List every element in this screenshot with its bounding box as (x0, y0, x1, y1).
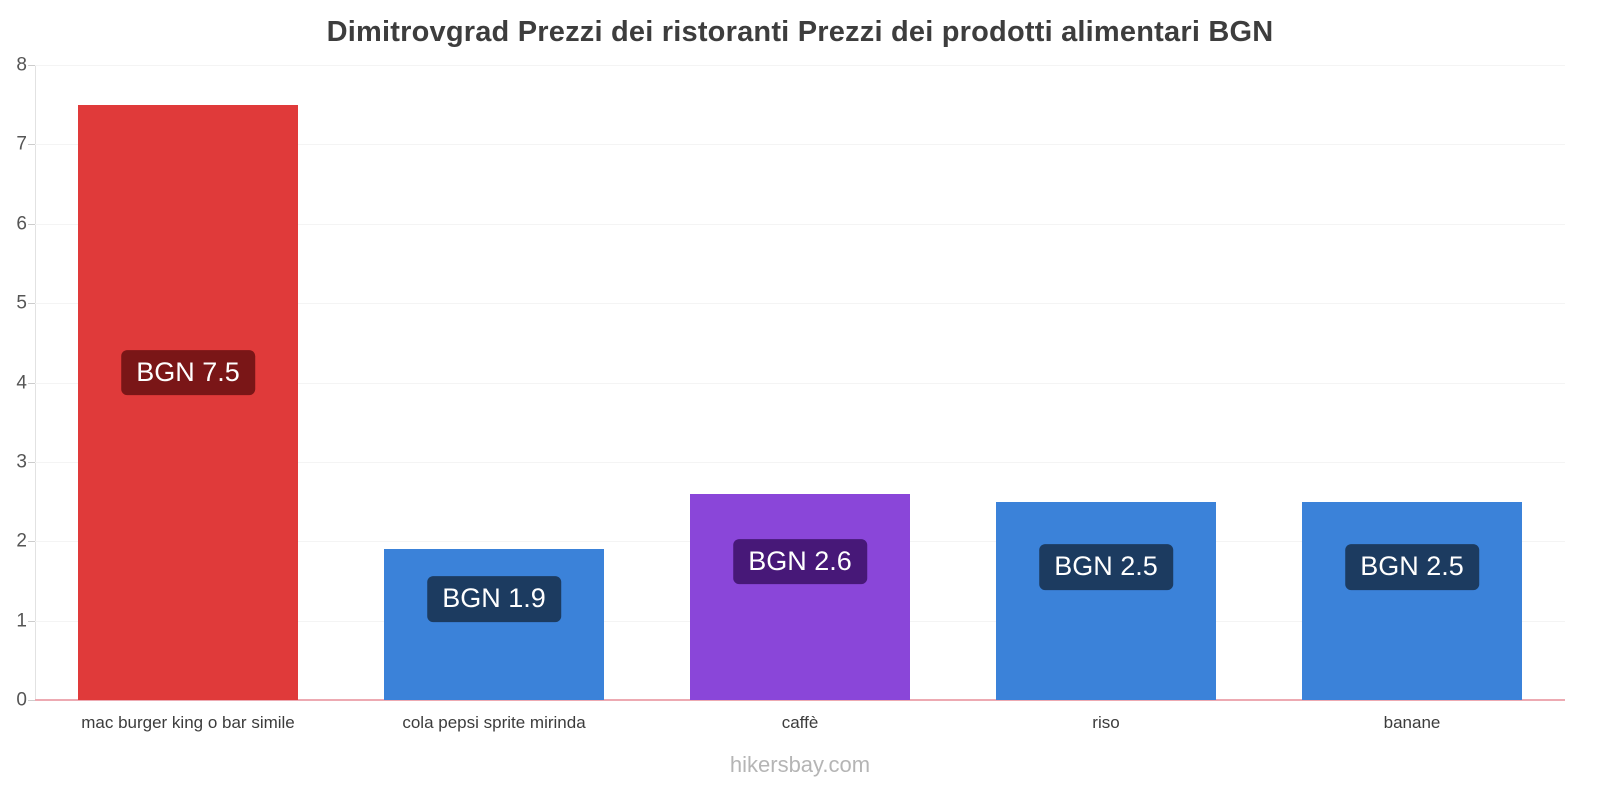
y-tick-mark (28, 461, 35, 463)
y-gridline (35, 223, 1565, 225)
y-tick-mark (28, 541, 35, 543)
bar: BGN 2.6 (690, 493, 910, 700)
y-tick-mark (28, 382, 35, 384)
plot-area: 0 1 2 3 4 5 6 7 8 BGN 7.5 BGN 1.9 BGN 2.6 BGN 2.5 BGN… (16, 56, 1565, 710)
bar-value-chip: BGN 2.5 (1345, 544, 1479, 590)
y-gridline (35, 144, 1565, 146)
y-tick-label: 1 (16, 610, 27, 632)
x-axis-label: banane (1383, 713, 1441, 732)
x-axis-labels: mac burger king o bar simile cola pepsi s… (35, 713, 1565, 733)
y-tick-label: 0 (16, 689, 27, 711)
y-tick-mark (28, 303, 35, 305)
bar: BGN 2.5 (996, 501, 1216, 700)
bar-value-chip: BGN 2.5 (1039, 544, 1173, 590)
x-axis-baseline (35, 699, 1565, 701)
y-tick-label: 5 (16, 292, 27, 314)
bar: BGN 1.9 (384, 549, 604, 700)
bar-value-chip: BGN 1.9 (427, 576, 561, 622)
y-tick-label: 7 (16, 133, 27, 155)
x-axis-label: cola pepsi sprite mirinda (402, 713, 586, 732)
x-axis-label: mac burger king o bar simile (81, 713, 295, 732)
y-tick-label: 8 (16, 54, 27, 76)
y-tick-mark (28, 223, 35, 225)
bar: BGN 2.5 (1302, 501, 1522, 700)
watermark-text: hikersbay.com (729, 752, 871, 777)
y-tick-label: 3 (16, 451, 27, 473)
y-gridline (35, 382, 1565, 384)
y-tick-label: 4 (16, 372, 27, 393)
bar: BGN 7.5 (78, 104, 298, 700)
y-tick-label: 6 (16, 213, 27, 235)
x-axis-label: riso (1092, 713, 1120, 732)
y-tick-label: 2 (16, 530, 27, 552)
y-tick-mark (28, 144, 35, 146)
y-gridline (35, 461, 1565, 463)
bar-value-chip: BGN 2.6 (733, 538, 867, 585)
y-gridline (35, 65, 1565, 66)
x-axis-label: caffè (781, 713, 819, 732)
y-tick-mark (28, 65, 35, 66)
y-tick-mark (28, 700, 35, 701)
y-gridline (35, 303, 1565, 305)
bar-value-chip: BGN 7.5 (121, 349, 255, 396)
y-tick-mark (28, 620, 35, 622)
chart-title: Dimitrovgrad Prezzi dei ristoranti Prezz… (326, 16, 1274, 48)
